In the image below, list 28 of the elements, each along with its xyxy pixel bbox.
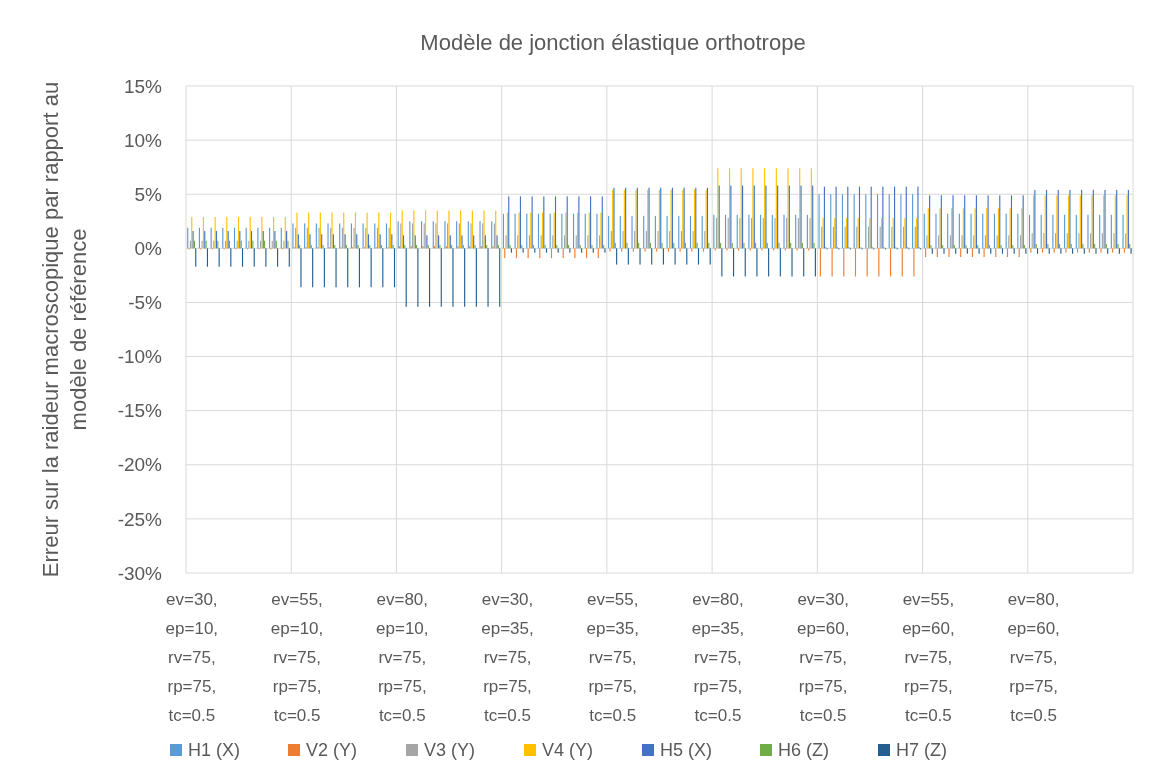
y-tick-label: 5% (134, 183, 163, 205)
y-tick-label: -5% (128, 292, 163, 314)
y-tick-label: -30% (117, 562, 163, 584)
legend-label: H1 (X) (188, 740, 241, 760)
y-axis-title: Erreur sur la raideur macroscopique par rapport au modèle de référence (38, 81, 91, 578)
x-tick-label: ev=80, ep=60, rv=75, rp=75, tc=0.5 (1007, 590, 1060, 725)
x-tick-label: ev=55, ep=35, rv=75, rp=75, tc=0.5 (586, 590, 639, 725)
legend-label: H6 (Z) (778, 740, 829, 760)
y-tick-label: 10% (123, 129, 163, 151)
chart-title: Modèle de jonction élastique orthotrope (420, 30, 806, 55)
y-tick-label: 0% (134, 237, 163, 259)
x-tick-label: ev=30, ep=60, rv=75, rp=75, tc=0.5 (796, 590, 850, 725)
x-tick-label: ev=55, ep=60, rv=75, rp=75, tc=0.5 (902, 590, 955, 725)
y-tick-label: -10% (117, 346, 163, 368)
legend-label: V2 (Y) (306, 740, 358, 760)
legend-label: V3 (Y) (424, 740, 476, 760)
x-tick-label: ev=30, ep=10, rv=75, rp=75, tc=0.5 (165, 590, 219, 725)
y-tick-label: 15% (123, 75, 163, 97)
x-tick-label: ev=80, ep=10, rv=75, rp=75, tc=0.5 (376, 590, 429, 725)
legend-label: H5 (X) (660, 740, 713, 760)
y-tick-label: -20% (117, 454, 163, 476)
y-tick-label: -25% (117, 508, 163, 530)
legend-label: V4 (Y) (542, 740, 594, 760)
x-tick-label: ev=30, ep=35, rv=75, rp=75, tc=0.5 (481, 590, 534, 725)
x-tick-label: ev=80, ep=35, rv=75, rp=75, tc=0.5 (691, 590, 745, 725)
legend-label: H7 (Z) (896, 740, 947, 760)
y-tick-label: -15% (117, 400, 163, 422)
x-tick-label: ev=55, ep=10, rv=75, rp=75, tc=0.5 (270, 590, 324, 725)
